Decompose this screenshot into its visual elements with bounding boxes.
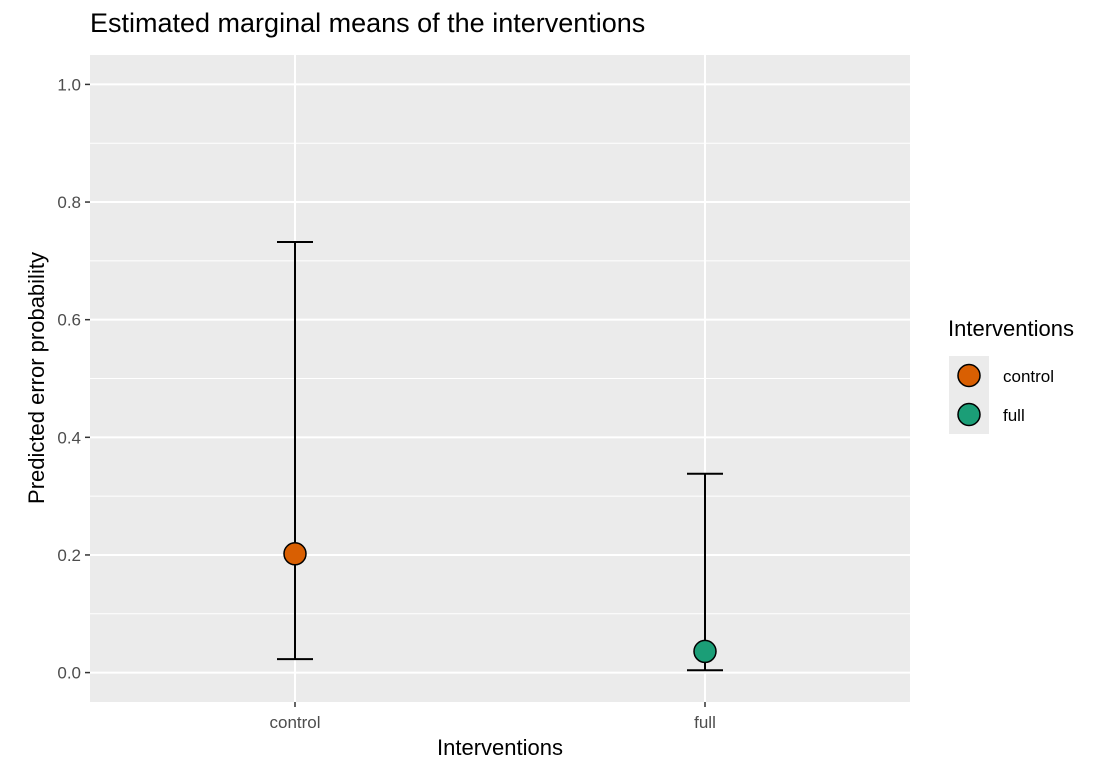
y-tick-label: 0.2 xyxy=(57,546,81,565)
x-axis-label: Interventions xyxy=(437,735,563,760)
y-axis-label: Predicted error probability xyxy=(24,252,49,504)
y-axis: 0.0 0.2 0.4 0.6 0.8 1.0 xyxy=(57,75,90,683)
legend-key-control xyxy=(957,363,981,388)
y-tick-label: 0.4 xyxy=(57,428,81,447)
legend-key-full xyxy=(957,402,981,427)
data-marks xyxy=(277,241,723,672)
legend-keys xyxy=(949,356,989,434)
y-tick-label: 1.0 xyxy=(57,75,81,94)
chart-title: Estimated marginal means of the interven… xyxy=(90,8,646,38)
x-tick-label: full xyxy=(694,713,716,732)
point-full xyxy=(693,639,717,664)
grid-lines xyxy=(90,55,910,702)
y-tick-label: 0.8 xyxy=(57,193,81,212)
legend-label-full: full xyxy=(1003,406,1025,425)
y-tick-label: 0.6 xyxy=(57,311,81,330)
point-control xyxy=(283,542,307,566)
legend-title: Interventions xyxy=(948,316,1074,341)
x-axis: control full xyxy=(269,702,716,732)
x-tick-label: control xyxy=(269,713,320,732)
legend-label-control: control xyxy=(1003,367,1055,386)
y-tick-label: 0.0 xyxy=(57,664,81,683)
